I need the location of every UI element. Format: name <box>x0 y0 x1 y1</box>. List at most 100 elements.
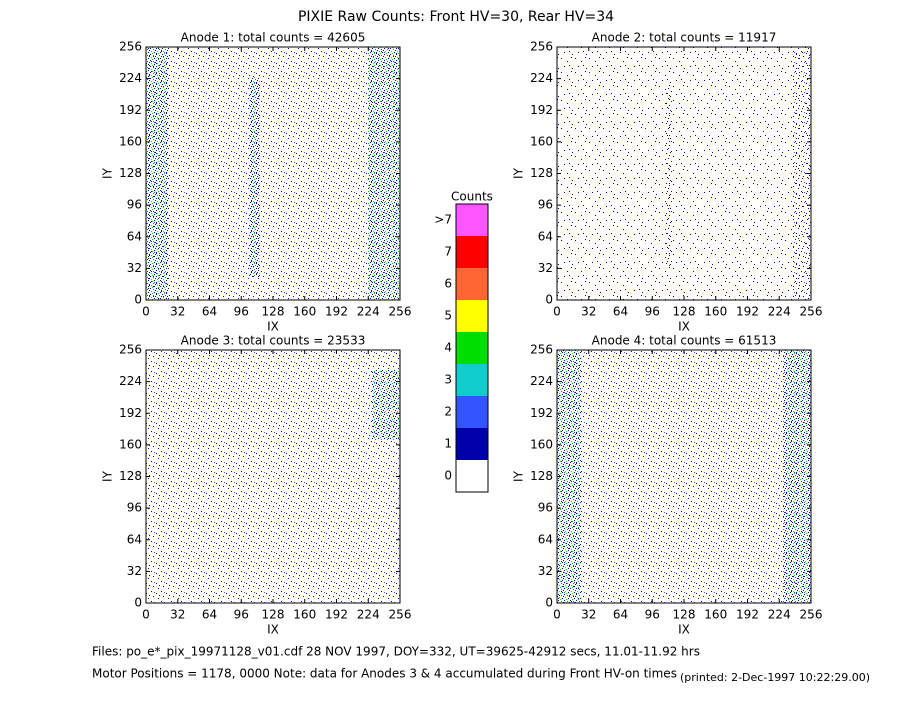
y-tick-label: 96 <box>538 198 553 212</box>
y-tick-label: 64 <box>538 532 553 546</box>
colorbar-swatch <box>456 204 488 236</box>
x-tick-label: 224 <box>357 608 380 622</box>
y-tick-label: 96 <box>127 501 142 515</box>
y-tick-label: 224 <box>119 374 142 388</box>
colorbar-swatch <box>456 428 488 460</box>
x-tick-label: 192 <box>325 608 348 622</box>
y-tick-label: 224 <box>530 374 553 388</box>
y-tick-label: 192 <box>119 406 142 420</box>
x-tick-label: 160 <box>704 305 727 319</box>
colorbar-label: 5 <box>444 309 452 323</box>
x-tick-label: 128 <box>673 608 696 622</box>
y-tick-label: 128 <box>119 469 142 483</box>
y-tick-label: 256 <box>119 343 142 357</box>
x-tick-label: 0 <box>142 305 150 319</box>
plot-title: Anode 2: total counts = 11917 <box>592 31 777 45</box>
x-tick-label: 32 <box>170 305 185 319</box>
colorbar-swatch <box>456 268 488 300</box>
colorbar-label: 4 <box>444 341 452 355</box>
colorbar-swatch <box>456 396 488 428</box>
x-tick-label: 64 <box>202 608 217 622</box>
x-tick-label: 128 <box>673 305 696 319</box>
y-tick-label: 32 <box>538 261 553 275</box>
colorbar-label: 1 <box>444 437 452 451</box>
y-tick-label: 0 <box>134 293 142 307</box>
y-tick-label: 128 <box>530 166 553 180</box>
x-tick-label: 192 <box>736 608 759 622</box>
y-tick-label: 160 <box>119 134 142 148</box>
x-axis-label: IX <box>678 623 690 637</box>
y-tick-label: 160 <box>530 134 553 148</box>
x-tick-label: 128 <box>262 608 285 622</box>
count-texture <box>372 370 400 440</box>
count-texture <box>146 47 168 300</box>
y-tick-label: 32 <box>127 261 142 275</box>
y-tick-label: 192 <box>119 103 142 117</box>
plot-title: Anode 4: total counts = 61513 <box>592 334 777 348</box>
y-tick-label: 160 <box>530 437 553 451</box>
count-texture <box>793 47 811 300</box>
page-title: PIXIE Raw Counts: Front HV=30, Rear HV=3… <box>298 9 614 25</box>
x-tick-label: 256 <box>389 608 412 622</box>
y-tick-label: 0 <box>134 596 142 610</box>
count-texture <box>783 350 811 603</box>
x-tick-label: 256 <box>389 305 412 319</box>
footer-printed: (printed: 2-Dec-1997 10:22:29.00) <box>680 671 870 684</box>
colorbar-swatch <box>456 332 488 364</box>
colorbar-label: 0 <box>444 469 452 483</box>
x-tick-label: 224 <box>768 608 791 622</box>
x-tick-label: 64 <box>613 608 628 622</box>
count-texture <box>146 350 400 603</box>
y-tick-label: 192 <box>530 103 553 117</box>
x-tick-label: 224 <box>768 305 791 319</box>
colorbar-swatch <box>456 460 488 492</box>
x-tick-label: 192 <box>736 305 759 319</box>
y-tick-label: 224 <box>119 71 142 85</box>
x-tick-label: 32 <box>581 305 596 319</box>
x-axis-label: IX <box>267 623 279 637</box>
y-tick-label: 192 <box>530 406 553 420</box>
count-texture <box>368 47 400 300</box>
x-tick-label: 96 <box>645 305 660 319</box>
x-tick-label: 32 <box>170 608 185 622</box>
x-tick-label: 160 <box>293 608 316 622</box>
x-tick-label: 96 <box>234 608 249 622</box>
y-tick-label: 0 <box>545 596 553 610</box>
y-axis-label: IY <box>512 470 526 482</box>
y-tick-label: 128 <box>530 469 553 483</box>
x-tick-label: 64 <box>613 305 628 319</box>
x-tick-label: 224 <box>357 305 380 319</box>
x-tick-label: 32 <box>581 608 596 622</box>
x-tick-label: 160 <box>704 608 727 622</box>
y-tick-label: 256 <box>530 343 553 357</box>
y-tick-label: 64 <box>538 229 553 243</box>
count-texture <box>557 350 811 603</box>
x-tick-label: 96 <box>645 608 660 622</box>
y-tick-label: 256 <box>119 40 142 54</box>
y-axis-label: IY <box>101 470 115 482</box>
y-tick-label: 128 <box>119 166 142 180</box>
y-tick-label: 160 <box>119 437 142 451</box>
y-tick-label: 0 <box>545 293 553 307</box>
x-tick-label: 64 <box>202 305 217 319</box>
footer-motor: Motor Positions = 1178, 0000 Note: data … <box>92 667 677 681</box>
x-tick-label: 256 <box>800 305 823 319</box>
y-axis-label: IY <box>512 167 526 179</box>
colorbar-title: Counts <box>451 190 493 204</box>
x-tick-label: 96 <box>234 305 249 319</box>
x-tick-label: 192 <box>325 305 348 319</box>
y-tick-label: 64 <box>127 229 142 243</box>
y-tick-label: 256 <box>530 40 553 54</box>
colorbar-label: 7 <box>444 245 452 259</box>
colorbar-label: 2 <box>444 405 452 419</box>
footer-files: Files: po_e*_pix_19971128_v01.cdf 28 NOV… <box>92 645 700 659</box>
x-tick-label: 128 <box>262 305 285 319</box>
count-texture <box>557 47 811 300</box>
count-texture <box>665 87 673 267</box>
plot-title: Anode 3: total counts = 23533 <box>181 334 366 348</box>
colorbar-label: 6 <box>444 277 452 291</box>
y-tick-label: 224 <box>530 71 553 85</box>
x-tick-label: 0 <box>142 608 150 622</box>
colorbar-swatch <box>456 364 488 396</box>
